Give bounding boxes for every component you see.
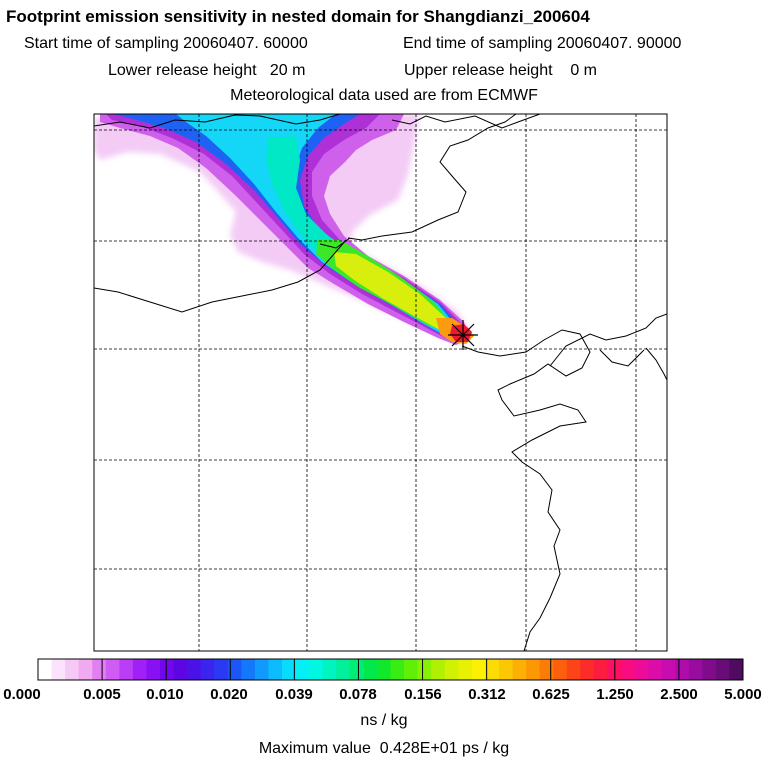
colorbar-cell — [715, 659, 730, 680]
colorbar-tick-label: 0.000 — [3, 686, 41, 703]
colorbar-cell — [336, 659, 351, 680]
colorbar-cell — [105, 659, 120, 680]
colorbar-cell — [539, 659, 554, 680]
colorbar-cell — [553, 659, 568, 680]
colorbar-cell — [78, 659, 93, 680]
colorbar-cell — [634, 659, 649, 680]
colorbar-tick-label: 0.078 — [339, 686, 377, 703]
colorbar-cell — [444, 659, 459, 680]
colorbar-tick-label: 2.500 — [660, 686, 698, 703]
colorbar-cell — [648, 659, 663, 680]
colorbar-cell — [309, 659, 324, 680]
border-north — [94, 114, 341, 129]
colorbar-cell — [526, 659, 541, 680]
colorbar-tick-label: 0.010 — [146, 686, 184, 703]
colorbar-cell — [322, 659, 337, 680]
colorbar-cell — [661, 659, 676, 680]
colorbar-cell — [254, 659, 269, 680]
coastline-korea — [549, 313, 667, 367]
colorbar-cell — [593, 659, 608, 680]
colorbar-cell — [268, 659, 283, 680]
colorbar-cell — [390, 659, 405, 680]
colorbar-cell — [241, 659, 256, 680]
colorbar-cell — [431, 659, 446, 680]
colorbar-cell — [295, 659, 310, 680]
colorbar-cell — [51, 659, 66, 680]
colorbar-cell — [417, 659, 432, 680]
plume-band-yellow — [334, 252, 452, 330]
colorbar-unit-label: ns / kg — [360, 712, 408, 729]
map-title: Footprint emission sensitivity in nested… — [6, 7, 590, 26]
colorbar-cell — [38, 659, 52, 680]
colorbar-cell — [282, 659, 296, 680]
border-north-east — [391, 114, 541, 129]
colorbar-tick-label: 0.156 — [404, 686, 442, 703]
colorbar-cell — [65, 659, 80, 680]
colorbar-tick-label: 1.250 — [596, 686, 634, 703]
coastline-korea-3 — [599, 349, 645, 367]
border-inland-west — [94, 239, 347, 313]
colorbar-cell — [214, 659, 229, 680]
colorbar-tick-label: 0.312 — [468, 686, 506, 703]
colorbar-cell — [729, 659, 744, 680]
upper-release-height-label: Upper release height 0 m — [404, 62, 597, 79]
colorbar-cell — [688, 659, 703, 680]
colorbar — [37, 658, 744, 681]
colorbar-cell — [580, 659, 595, 680]
lower-release-height-label: Lower release height 20 m — [108, 62, 306, 79]
colorbar-frame — [37, 658, 744, 681]
colorbar-dividers — [101, 659, 680, 680]
coastline-korea-2 — [645, 347, 667, 381]
colorbar-cell — [471, 659, 486, 680]
colorbar-cell — [485, 659, 500, 680]
colorbar-cell — [458, 659, 473, 680]
colorbar-cell — [363, 659, 378, 680]
colorbar-cell — [200, 659, 215, 680]
footprint-map — [93, 113, 668, 652]
colorbar-cell — [119, 659, 134, 680]
colorbar-tick-label: 0.039 — [275, 686, 313, 703]
colorbar-cell — [404, 659, 419, 680]
colorbar-cell — [566, 659, 581, 680]
colorbar-cell — [146, 659, 161, 680]
colorbar-cell — [620, 659, 635, 680]
colorbar-cell — [187, 659, 202, 680]
start-time-label: Start time of sampling 20060407. 60000 — [24, 35, 308, 52]
colorbar-tick-label: 0.020 — [210, 686, 248, 703]
lat-lon-grid — [94, 114, 667, 651]
met-data-label: Meteorological data used are from ECMWF — [230, 87, 538, 104]
colorbar-cell — [160, 659, 174, 680]
map-frame — [93, 113, 668, 652]
colorbar-cell — [675, 659, 690, 680]
colorbar-cell — [173, 659, 188, 680]
colorbar-cell — [512, 659, 527, 680]
colorbar-cell — [376, 659, 391, 680]
colorbar-cell — [498, 659, 513, 680]
maximum-value-label: Maximum value 0.428E+01 ps / kg — [258, 740, 510, 757]
colorbar-tick-label: 5.000 — [724, 686, 762, 703]
colorbar-cell — [349, 659, 364, 680]
colorbar-cell — [702, 659, 717, 680]
colorbar-tick-label: 0.625 — [532, 686, 570, 703]
colorbar-tick-label: 0.005 — [83, 686, 121, 703]
end-time-label: End time of sampling 20060407. 90000 — [403, 35, 682, 52]
receptor-star-icon — [448, 320, 478, 350]
colorbar-cell — [227, 659, 242, 680]
colorbar-cells — [38, 659, 744, 680]
plume-layer — [94, 114, 474, 345]
colorbar-cell — [132, 659, 147, 680]
colorbar-cell — [92, 659, 107, 680]
coastline-shandong — [461, 329, 591, 651]
